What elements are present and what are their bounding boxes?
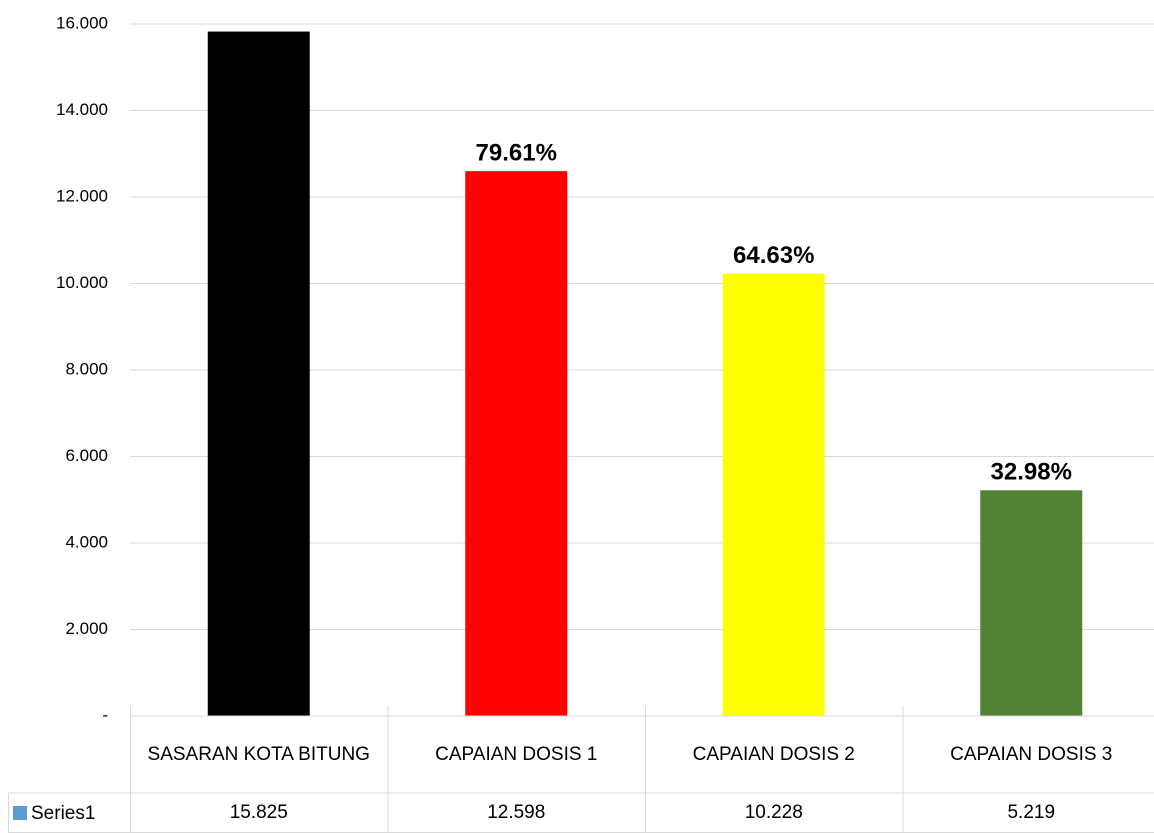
y-tick-label: 14.000 — [56, 100, 108, 119]
y-tick-label: 12.000 — [56, 186, 108, 205]
bar — [207, 31, 310, 717]
bar-label: 32.98% — [991, 459, 1072, 486]
bar — [722, 273, 825, 716]
y-tick-label: 10.000 — [56, 273, 108, 292]
value-cell: 12.598 — [487, 802, 546, 824]
legend-label: Series1 — [31, 803, 95, 824]
value-cell: 10.228 — [744, 802, 803, 824]
bar-label: 64.63% — [733, 242, 814, 269]
y-tick-label: 2.000 — [65, 619, 108, 638]
bar-label: 79.61% — [476, 139, 557, 166]
value-cell: 5.219 — [1007, 802, 1056, 824]
y-tick-label: - — [102, 705, 108, 724]
bar — [980, 490, 1083, 716]
category-cell: SASARAN KOTA BITUNG — [147, 743, 370, 765]
category-cell: CAPAIAN DOSIS 1 — [435, 743, 598, 765]
bar — [465, 171, 568, 717]
value-cell: 15.825 — [229, 802, 288, 824]
y-tick-label: 4.000 — [65, 532, 108, 551]
y-tick-label: 8.000 — [65, 359, 108, 378]
category-cell: CAPAIAN DOSIS 2 — [692, 743, 855, 765]
y-tick-label: 16.000 — [56, 13, 108, 32]
legend-swatch — [13, 806, 27, 820]
y-tick-label: 6.000 — [65, 446, 108, 465]
category-cell: CAPAIAN DOSIS 3 — [950, 743, 1113, 765]
